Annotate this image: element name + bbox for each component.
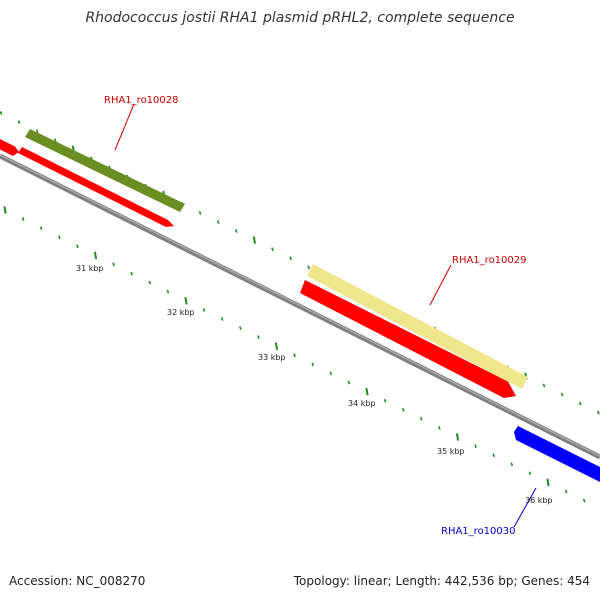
inner-major-tick (455, 433, 460, 441)
inner-minor-tick (21, 217, 25, 221)
outer-minor-tick (289, 256, 292, 261)
inner-tick-row (3, 206, 586, 503)
inner-minor-tick (112, 262, 115, 267)
scale-label-35kbp: 35 kbp (437, 447, 465, 456)
outer-minor-tick (53, 138, 57, 143)
inner-minor-tick (148, 280, 152, 285)
inner-major-tick (274, 342, 279, 350)
inner-minor-tick (510, 462, 514, 467)
callout-line-ro10028 (114, 103, 135, 151)
gene-label-ro10028[interactable]: RHA1_ro10028 (104, 95, 179, 106)
scale-label-34kbp: 34 kbp (348, 399, 376, 408)
inner-minor-tick (528, 471, 532, 476)
inner-minor-tick (76, 244, 79, 249)
inner-minor-tick (257, 335, 260, 339)
outer-minor-tick (234, 229, 238, 233)
outer-minor-tick (35, 129, 39, 134)
inner-minor-tick (474, 444, 477, 448)
callout-line-ro10029 (429, 264, 452, 306)
sequence-backbone (0, 153, 600, 460)
outer-minor-tick (560, 392, 564, 397)
inner-major-tick (184, 297, 188, 305)
callout-line-ro10030 (513, 487, 537, 528)
inner-minor-tick (564, 489, 568, 494)
outer-minor-tick (578, 401, 582, 406)
inner-major-tick (93, 251, 98, 260)
cds-arrow-ro10029[interactable] (300, 280, 516, 398)
scale-label-36kbp: 36 kbp (525, 496, 553, 505)
outer-minor-tick (17, 120, 21, 124)
inner-minor-tick (438, 426, 441, 430)
inner-minor-tick (39, 226, 43, 231)
topology-summary: Topology: linear; Length: 442,536 bp; Ge… (293, 574, 590, 588)
inner-minor-tick (311, 362, 315, 367)
gene-label-ro10029[interactable]: RHA1_ro10029 (452, 255, 527, 266)
outer-minor-tick (198, 211, 202, 215)
scale-label-31kbp: 31 kbp (76, 264, 104, 273)
inner-major-tick (365, 387, 369, 396)
scale-label-32kbp: 32 kbp (167, 308, 195, 317)
outer-minor-tick (542, 383, 546, 388)
outer-minor-tick (271, 247, 274, 252)
gene-bar-ro10028[interactable] (25, 129, 185, 212)
inner-minor-tick (582, 498, 586, 503)
inner-minor-tick (383, 398, 387, 403)
inner-minor-tick (220, 317, 224, 321)
inner-minor-tick (401, 407, 405, 412)
outer-minor-tick (216, 220, 220, 224)
inner-major-tick (3, 206, 7, 214)
outer-minor-tick (307, 265, 311, 270)
outer-minor-tick (596, 410, 600, 415)
cds-arrow-ro10028[interactable] (18, 147, 174, 227)
gene-bar-ro10030[interactable] (514, 426, 600, 482)
outer-minor-tick (0, 111, 3, 115)
accession-text: Accession: NC_008270 (9, 574, 145, 588)
inner-major-tick (546, 478, 550, 487)
inner-minor-tick (293, 353, 296, 358)
map-title: Rhodococcus jostii RHA1 plasmid pRHL2, c… (85, 10, 514, 26)
inner-minor-tick (419, 416, 423, 421)
inner-minor-tick (329, 371, 333, 376)
inner-minor-tick (238, 326, 242, 330)
inner-minor-tick (202, 308, 206, 312)
scale-label-33kbp: 33 kbp (258, 353, 286, 362)
gene-label-ro10030[interactable]: RHA1_ro10030 (441, 526, 516, 537)
inner-minor-tick (166, 289, 170, 294)
inner-minor-tick (347, 380, 351, 385)
inner-minor-tick (492, 453, 496, 458)
cds-arrow-ro10027[interactable] (0, 134, 19, 156)
map-canvas (0, 111, 600, 503)
inner-minor-tick (130, 271, 134, 276)
inner-minor-tick (57, 235, 61, 240)
outer-major-tick (252, 236, 256, 244)
gene-bar-ro10029[interactable] (307, 264, 528, 389)
